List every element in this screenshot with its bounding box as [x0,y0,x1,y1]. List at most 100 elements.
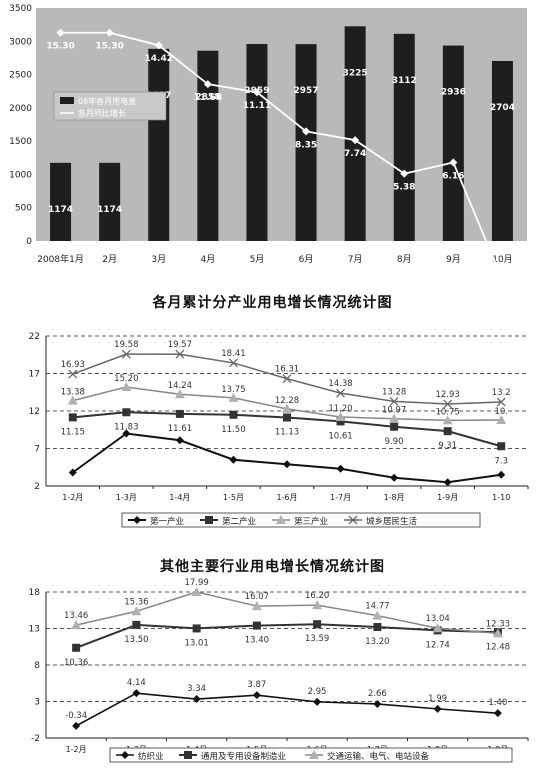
data-label: 13.50 [124,635,148,645]
y-tick-label: 3 [34,698,40,708]
point-marker [131,606,142,616]
data-label: 3.34 [187,684,206,694]
point-marker [390,473,399,482]
data-label: -0.34 [65,711,87,721]
x-tick-label: 7月 [348,254,363,265]
point-marker [348,515,358,525]
bar-value-label: 1174 [48,205,73,215]
line-point [351,136,360,145]
data-label: 12.48 [486,642,510,652]
data-label: 13.59 [305,634,329,644]
legend-label: 交通运输、电气、电站设备 [327,751,430,762]
point-marker [175,409,184,418]
point-marker [192,624,201,633]
legend-label: 通用及专用设备制造业 [201,751,286,762]
point-marker [282,403,292,413]
y-tick-label: 2500 [9,71,32,81]
legend-box [53,91,167,121]
point-marker [132,689,141,698]
line-value-label: 8.35 [295,140,317,150]
data-label: 13.46 [64,611,88,621]
data-label: 12.28 [275,396,299,406]
point-marker [312,600,323,610]
data-label: 2.95 [308,687,327,697]
y-tick-label: 22 [29,332,40,342]
data-label: 14.24 [168,381,192,391]
point-marker [252,621,261,630]
x-tick-label: 1-8月 [384,493,405,502]
monthly-consumption-svg: 0500100015002000250030003500117411742887… [9,4,527,288]
data-label: 11.83 [114,422,138,432]
line-value-label: 15.30 [46,42,74,52]
point-marker [68,413,77,422]
bar-value-label: 2936 [441,88,466,98]
x-tick-label: 1-4月 [169,493,190,502]
bar-value-label: 2858 [195,93,220,103]
data-label: 11.15 [61,427,85,437]
data-label: 12.93 [435,390,459,400]
point-marker [336,464,345,473]
point-marker [496,397,506,407]
data-label: 10.61 [328,431,352,441]
bar [50,162,72,241]
point-marker [72,721,81,730]
data-label: 10.36 [64,658,88,668]
bar [393,33,415,242]
data-label: 16.31 [275,365,299,375]
data-label: 9.90 [385,437,404,447]
data-label: 13.75 [221,385,245,395]
point-marker [121,382,132,391]
point-marker [309,750,319,759]
point-marker [283,413,291,422]
bar [491,60,513,241]
bar-value-label: 1174 [97,205,122,215]
data-label: 11.13 [275,428,299,438]
point-marker [433,704,442,713]
data-label: 16.20 [305,591,329,601]
point-marker [67,395,78,405]
data-label: 18.41 [221,349,245,359]
point-marker [71,620,82,630]
x-tick-label: 1-2月 [62,493,83,502]
point-marker [121,349,131,359]
x-tick-label: 1-10 [492,493,510,502]
data-label: 15.20 [114,374,138,384]
x-tick-label: 1-6月 [276,493,297,502]
chart-title: 其他主要行业用电增长情况统计图 [160,559,385,575]
point-marker [229,455,238,464]
legend-label: 08年各月用电量 [78,96,136,106]
bar [344,26,366,241]
bar [246,44,268,242]
legend-label: 第一产业 [150,516,184,527]
y-tick-label: 3500 [9,4,32,14]
data-label: 13.01 [184,638,208,648]
data-label: 13.40 [245,636,269,646]
point-marker [228,358,238,368]
point-marker [443,427,452,436]
point-marker [68,468,77,477]
other-industry-growth-svg: -23813181-2月1-3月1-4月1-5月1-6月1-7月1-8月1-9月… [29,578,529,763]
legend-label: 第二产业 [222,516,256,527]
x-tick-label: 10月 [492,254,512,265]
y-tick-label: 3000 [9,37,32,47]
legend-label: 城乡居民生活 [366,516,418,527]
y-tick-label: 7 [34,445,40,455]
chart-title: 各月累计分产业用电增长情况统计图 [152,295,393,311]
point-marker [175,349,185,359]
line-value-label: 5.38 [393,183,415,193]
legend-label: 纺织业 [138,751,164,762]
bar [99,162,121,241]
x-tick-label: 4月 [200,254,215,265]
point-marker [373,623,382,632]
data-label: 13.2 [492,388,511,398]
line-value-label: 11.11 [243,101,271,111]
line-point [400,169,409,178]
point-marker [496,415,507,424]
point-marker [497,470,506,479]
point-marker [68,369,78,379]
point-marker [389,413,400,423]
x-tick-label: 2008年1月 [37,253,84,265]
data-label: 12.33 [486,619,510,629]
line-value-label: 7.74 [344,149,366,159]
point-marker [121,751,129,759]
